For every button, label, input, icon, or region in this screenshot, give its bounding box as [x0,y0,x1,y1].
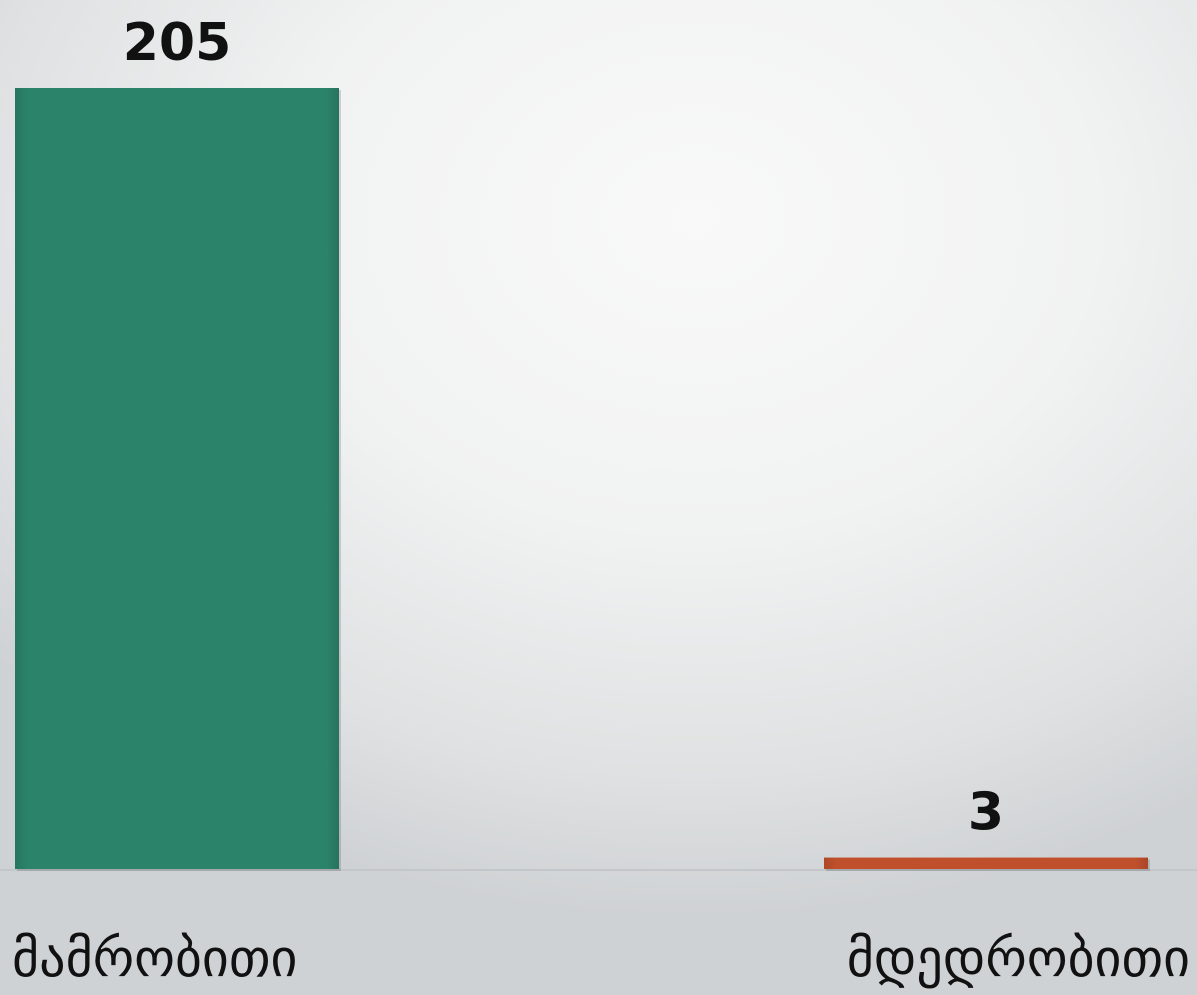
data-label-2: 3 [968,783,1004,843]
bar-shading-2 [824,857,1148,869]
category-label-1: მამრობითი [12,929,297,989]
labels-group: 205 მამრობითი 3 მდედრობითი [12,13,1190,989]
category-label-2: მდედრობითი [847,929,1190,989]
data-label-1: 205 [123,13,232,73]
bar-shading-1 [15,88,339,869]
bars-group [15,88,1150,871]
